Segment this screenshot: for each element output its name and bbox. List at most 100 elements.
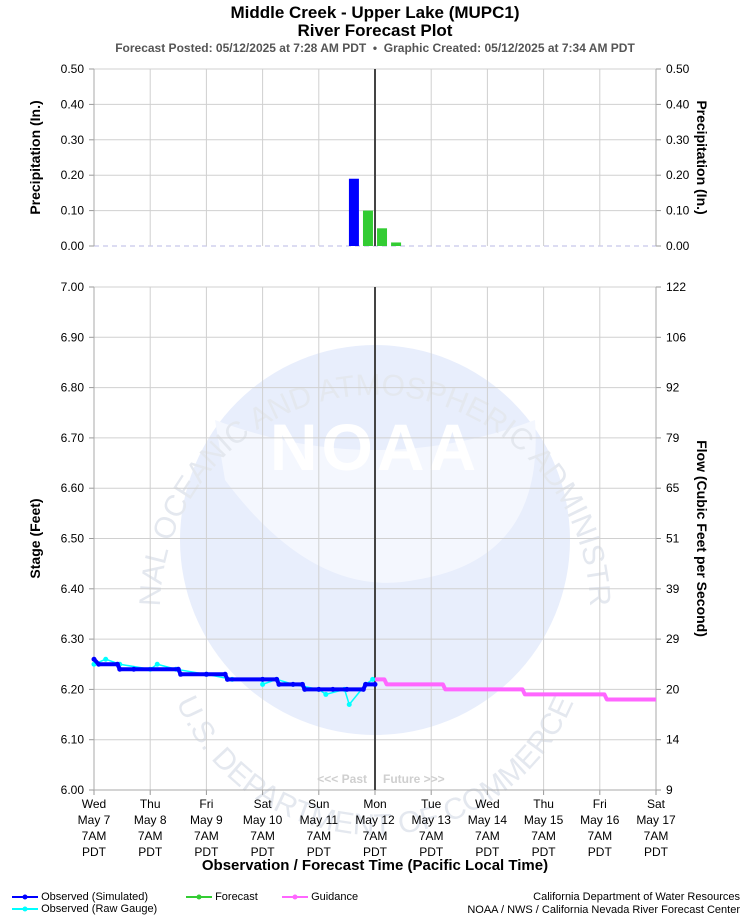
x-tick-label: 7AM (363, 829, 388, 843)
flow-tick-label-right: 51 (666, 532, 680, 546)
flow-tick-label-right: 29 (666, 632, 680, 646)
precip-tick-label-right: 0.00 (666, 239, 690, 253)
series-point (222, 671, 228, 677)
series-point (299, 681, 305, 687)
legend-guidance: Guidance (282, 891, 358, 903)
x-tick-label: Tue (421, 797, 442, 811)
x-tick-label: PDT (251, 845, 276, 859)
flow-tick-label-right: 65 (666, 481, 680, 495)
x-tick-label: PDT (363, 845, 388, 859)
x-tick-label: May 17 (636, 813, 676, 827)
series-point (274, 676, 280, 682)
x-tick-label: May 15 (524, 813, 564, 827)
separator-dot: • (372, 41, 378, 55)
legend-swatch-forecast (186, 894, 212, 900)
series-point (131, 666, 137, 672)
x-tick-label: Thu (533, 797, 554, 811)
x-tick-label: Fri (593, 797, 607, 811)
chart-title: Middle Creek - Upper Lake (MUPC1) (230, 3, 520, 22)
series-point (175, 666, 181, 672)
legend-label: Forecast (215, 891, 258, 903)
precipitation-panel: 0.50 0.50 0.40 0.40 0.30 0.30 0.20 0.20 0.10 0.10… (27, 62, 710, 253)
x-tick-label: Thu (140, 797, 161, 811)
posted-label: Forecast Posted: (115, 41, 213, 55)
stage-tick-label-left: 6.30 (61, 632, 85, 646)
legend-label: Observed (Raw Gauge) (41, 903, 158, 915)
x-tick-label: Mon (363, 797, 386, 811)
x-tick-label: Wed (82, 797, 106, 811)
x-tick-label: May 7 (78, 813, 111, 827)
flow-tick-label-right: 122 (666, 280, 686, 294)
flow-tick-label-right: 106 (666, 330, 686, 344)
x-tick-label: Fri (199, 797, 213, 811)
precip-tick-label-right: 0.50 (666, 62, 690, 76)
series-point (370, 676, 376, 682)
series-point (117, 666, 123, 672)
precip-tick-label-left: 0.40 (61, 97, 85, 111)
series-point (363, 681, 369, 687)
stage-panel: 7.00 122 6.90 106 6.80 92 6.70 79 6.60 65 6.50 51 6.… (27, 280, 710, 874)
x-tick-label: PDT (82, 845, 107, 859)
x-tick-label: PDT (194, 845, 219, 859)
series-point (346, 701, 352, 707)
x-tick-label: 7AM (250, 829, 275, 843)
flow-tick-label-right: 20 (666, 682, 680, 696)
flow-tick-label-right: 39 (666, 582, 680, 596)
legend-label: Guidance (311, 891, 359, 903)
x-tick-label: May 12 (355, 813, 395, 827)
x-tick-label: 7AM (306, 829, 331, 843)
legend-observed-raw: Observed (Raw Gauge) (12, 903, 157, 915)
stage-tick-label-left: 6.80 (61, 381, 85, 395)
x-tick-label: 7AM (419, 829, 444, 843)
x-tick-label: May 9 (190, 813, 223, 827)
series-point (91, 656, 97, 662)
x-tick-label: PDT (475, 845, 500, 859)
chart-subtitle: River Forecast Plot (297, 21, 453, 40)
precip-tick-label-left: 0.10 (61, 204, 85, 218)
series-point (260, 676, 266, 682)
x-tick-label: May 14 (468, 813, 508, 827)
series-point (96, 661, 102, 667)
series-point (203, 671, 209, 677)
legend-swatch-guidance (282, 894, 308, 900)
x-tick-label: PDT (644, 845, 669, 859)
series-point (154, 661, 160, 667)
series-point (178, 671, 184, 677)
x-tick-label: 7AM (138, 829, 163, 843)
precip-tick-label-left: 0.20 (61, 168, 85, 182)
x-tick-label: PDT (138, 845, 163, 859)
x-tick-label: Sat (647, 797, 666, 811)
credits-nws: NOAA / NWS / California Nevada River For… (467, 904, 740, 916)
precip-tick-label-left: 0.50 (61, 62, 85, 76)
stage-tick-label-left: 6.90 (61, 330, 85, 344)
precip-ylabel-left: Precipitation (In.) (27, 100, 43, 214)
series-line-guidance (375, 677, 656, 702)
precip-tick-label-right: 0.30 (666, 133, 690, 147)
x-tick-label: Wed (475, 797, 499, 811)
posted-info: Forecast Posted: 05/12/2025 at 7:28 AM P… (0, 41, 750, 55)
x-tick-label: PDT (532, 845, 557, 859)
series-point (103, 656, 109, 662)
stage-tick-label-left: 6.70 (61, 431, 85, 445)
flow-tick-label-right: 9 (666, 783, 673, 797)
x-tick-label: May 8 (134, 813, 167, 827)
watermark-logo-text: NOAA (270, 410, 480, 484)
x-tick-label: May 13 (412, 813, 452, 827)
x-tick-label: May 10 (243, 813, 283, 827)
flow-tick-label-right: 92 (666, 381, 680, 395)
x-tick-label: 7AM (587, 829, 612, 843)
legend-forecast: Forecast (186, 891, 258, 903)
posted-value: 05/12/2025 at 7:28 AM PDT (215, 41, 367, 55)
stage-tick-label-left: 6.60 (61, 481, 85, 495)
x-tick-label: 7AM (194, 829, 219, 843)
precip-bar (377, 228, 388, 246)
precip-ylabel-right: Precipitation (In.) (694, 100, 710, 214)
flow-ylabel-right: Flow (Cubic Feet per Second) (694, 440, 710, 637)
stage-tick-label-left: 6.10 (61, 733, 85, 747)
x-tick-label: May 16 (580, 813, 620, 827)
precip-bar (348, 178, 359, 246)
legend-swatch-observed-simulated (12, 894, 38, 900)
series-point (344, 686, 350, 692)
series-point (276, 681, 282, 687)
